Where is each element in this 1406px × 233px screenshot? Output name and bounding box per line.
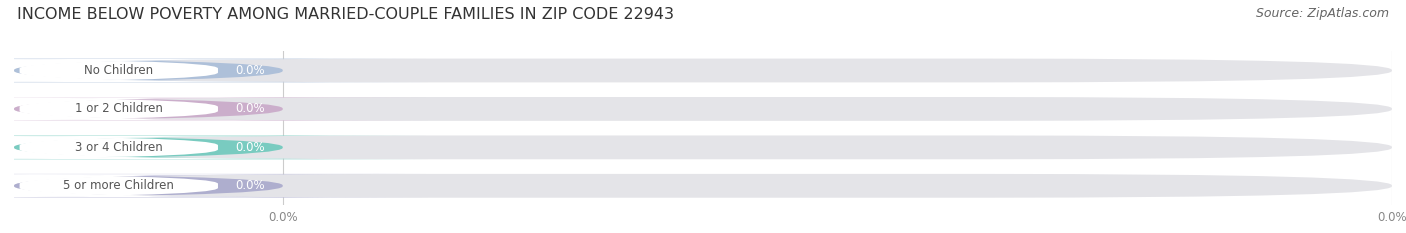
FancyBboxPatch shape bbox=[0, 58, 427, 82]
Text: 3 or 4 Children: 3 or 4 Children bbox=[75, 141, 163, 154]
FancyBboxPatch shape bbox=[0, 97, 364, 121]
Text: 0.0%: 0.0% bbox=[236, 64, 266, 77]
Text: 0.0%: 0.0% bbox=[236, 179, 266, 192]
FancyBboxPatch shape bbox=[0, 136, 364, 159]
FancyBboxPatch shape bbox=[14, 58, 1392, 82]
Text: 0.0%: 0.0% bbox=[236, 103, 266, 115]
FancyBboxPatch shape bbox=[0, 174, 364, 198]
FancyBboxPatch shape bbox=[0, 59, 364, 82]
FancyBboxPatch shape bbox=[0, 97, 427, 121]
Text: No Children: No Children bbox=[84, 64, 153, 77]
Text: 1 or 2 Children: 1 or 2 Children bbox=[75, 103, 163, 115]
FancyBboxPatch shape bbox=[14, 97, 1392, 121]
Text: Source: ZipAtlas.com: Source: ZipAtlas.com bbox=[1256, 7, 1389, 20]
FancyBboxPatch shape bbox=[0, 174, 427, 198]
FancyBboxPatch shape bbox=[14, 174, 1392, 198]
FancyBboxPatch shape bbox=[0, 135, 427, 159]
Text: 5 or more Children: 5 or more Children bbox=[63, 179, 174, 192]
Text: 0.0%: 0.0% bbox=[236, 141, 266, 154]
Text: INCOME BELOW POVERTY AMONG MARRIED-COUPLE FAMILIES IN ZIP CODE 22943: INCOME BELOW POVERTY AMONG MARRIED-COUPL… bbox=[17, 7, 673, 22]
FancyBboxPatch shape bbox=[14, 135, 1392, 159]
